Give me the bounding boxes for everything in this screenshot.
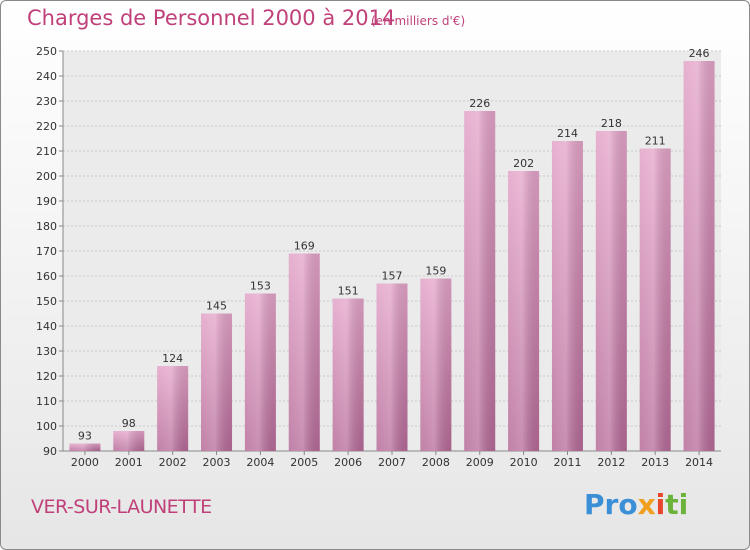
data-label: 153	[250, 280, 271, 293]
bar-shine-2007	[376, 283, 408, 451]
bar-shine-2004	[244, 293, 276, 451]
x-tick-label: 2014	[685, 456, 713, 469]
y-tick-label: 210	[36, 145, 57, 158]
x-tick-label: 2012	[597, 456, 625, 469]
y-tick-label: 120	[36, 370, 57, 383]
bar-shine-2011	[551, 141, 583, 451]
x-tick-label: 2009	[466, 456, 494, 469]
bar-shine-2014	[683, 61, 715, 451]
data-label: 246	[689, 47, 710, 60]
x-tick-label: 2011	[553, 456, 581, 469]
y-tick-label: 250	[36, 45, 57, 58]
data-label: 93	[78, 430, 92, 443]
data-label: 151	[338, 285, 359, 298]
data-label: 124	[162, 352, 183, 365]
y-tick-label: 240	[36, 70, 57, 83]
data-label: 159	[425, 265, 446, 278]
y-tick-label: 110	[36, 395, 57, 408]
data-label: 226	[469, 97, 490, 110]
bar-shine-2000	[69, 443, 101, 451]
x-tick-label: 2004	[246, 456, 274, 469]
x-tick-label: 2001	[115, 456, 143, 469]
data-label: 145	[206, 300, 227, 313]
y-tick-label: 100	[36, 420, 57, 433]
x-tick-label: 2013	[641, 456, 669, 469]
y-tick-label: 230	[36, 95, 57, 108]
bar-shine-2003	[201, 313, 233, 451]
x-tick-label: 2003	[203, 456, 231, 469]
data-label: 214	[557, 127, 578, 140]
y-tick-label: 140	[36, 320, 57, 333]
bar-shine-2001	[113, 431, 145, 451]
y-tick-label: 190	[36, 195, 57, 208]
proxiti-logo[interactable]: Proxiti	[584, 488, 689, 521]
y-tick-label: 200	[36, 170, 57, 183]
y-tick-label: 220	[36, 120, 57, 133]
x-tick-label: 2002	[159, 456, 187, 469]
bar-shine-2006	[332, 298, 364, 451]
data-label: 211	[645, 135, 666, 148]
data-label: 218	[601, 117, 622, 130]
x-tick-label: 2007	[378, 456, 406, 469]
data-label: 98	[122, 417, 136, 430]
y-tick-label: 160	[36, 270, 57, 283]
x-tick-label: 2006	[334, 456, 362, 469]
chart-subtitle: (en milliers d'€)	[371, 14, 466, 28]
data-label: 169	[294, 240, 315, 253]
bar-shine-2008	[420, 278, 452, 451]
x-tick-label: 2000	[71, 456, 99, 469]
y-tick-label: 90	[43, 445, 57, 458]
y-tick-label: 180	[36, 220, 57, 233]
bar-shine-2012	[595, 131, 627, 451]
chart-title: Charges de Personnel 2000 à 2014	[27, 6, 396, 30]
bar-shine-2009	[464, 111, 496, 451]
x-tick-label: 2008	[422, 456, 450, 469]
x-tick-label: 2010	[510, 456, 538, 469]
town-name: VER-SUR-LAUNETTE	[31, 496, 212, 518]
bar-shine-2002	[157, 366, 189, 451]
y-tick-label: 170	[36, 245, 57, 258]
data-label: 202	[513, 157, 534, 170]
bar-shine-2013	[639, 148, 671, 451]
x-tick-label: 2005	[290, 456, 318, 469]
bar-shine-2010	[508, 171, 540, 451]
bar-shine-2005	[288, 253, 320, 451]
y-tick-label: 150	[36, 295, 57, 308]
y-tick-label: 130	[36, 345, 57, 358]
data-label: 157	[382, 270, 403, 283]
